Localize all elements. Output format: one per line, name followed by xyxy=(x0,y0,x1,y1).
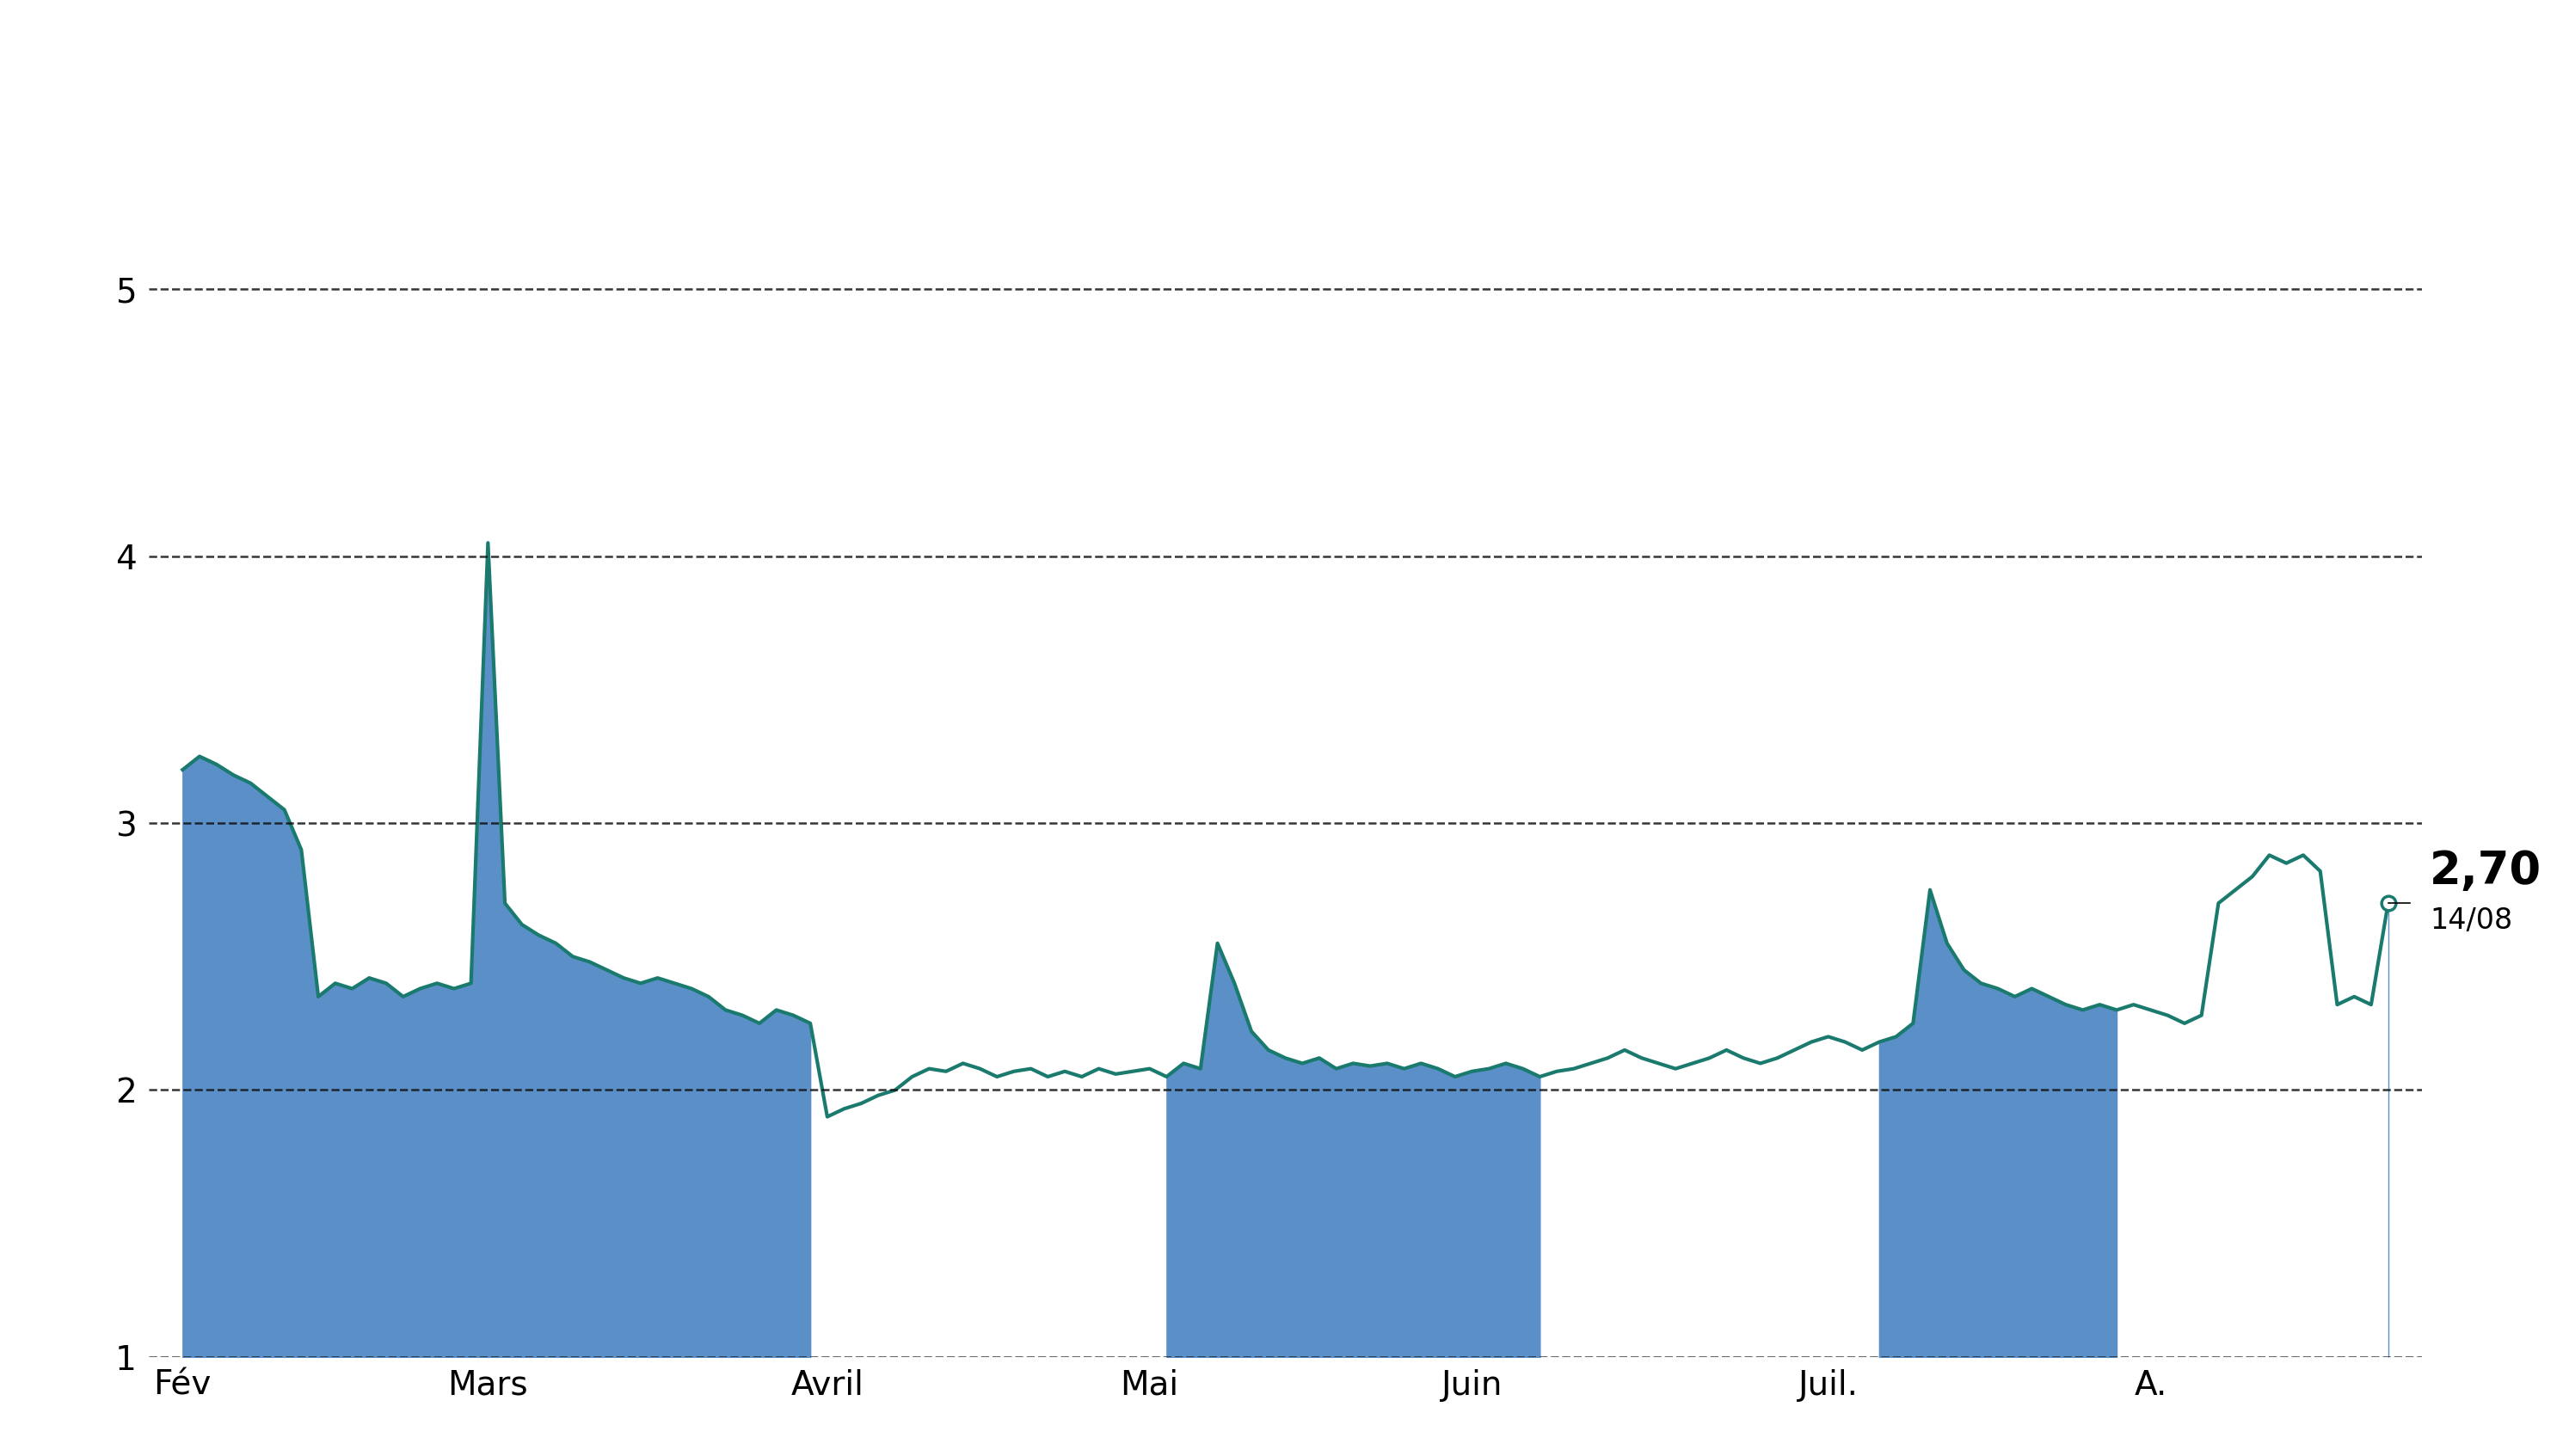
Text: 14/08: 14/08 xyxy=(2430,907,2512,935)
Text: Monogram Orthopaedics, Inc.: Monogram Orthopaedics, Inc. xyxy=(764,29,1799,90)
Text: 2,70: 2,70 xyxy=(2430,849,2542,894)
